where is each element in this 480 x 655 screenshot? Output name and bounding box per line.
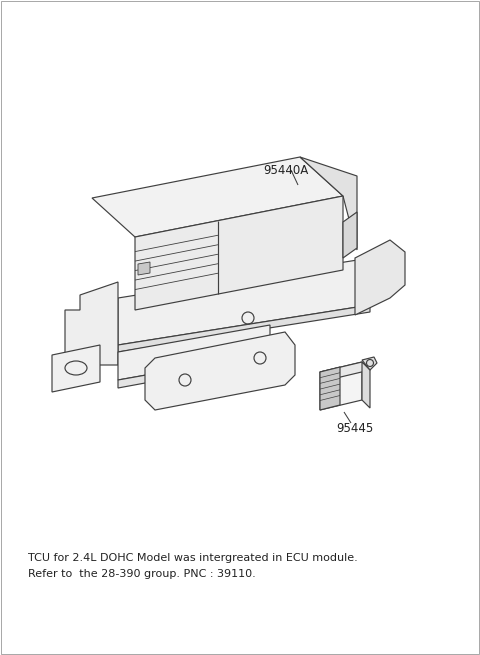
Text: TCU for 2.4L DOHC Model was intergreated in ECU module.: TCU for 2.4L DOHC Model was intergreated… <box>28 553 358 563</box>
Polygon shape <box>370 258 390 305</box>
Text: 95445: 95445 <box>336 422 373 434</box>
Polygon shape <box>355 240 405 315</box>
Polygon shape <box>362 357 377 370</box>
Polygon shape <box>300 157 357 250</box>
Polygon shape <box>92 157 343 237</box>
Polygon shape <box>65 282 118 380</box>
Polygon shape <box>52 345 100 392</box>
Polygon shape <box>343 212 357 258</box>
Text: 95440A: 95440A <box>263 164 308 176</box>
Polygon shape <box>135 196 343 310</box>
Polygon shape <box>320 362 362 410</box>
Polygon shape <box>362 362 370 408</box>
Polygon shape <box>320 367 340 410</box>
Polygon shape <box>138 262 150 275</box>
Polygon shape <box>118 325 270 380</box>
Text: Refer to  the 28-390 group. PNC : 39110.: Refer to the 28-390 group. PNC : 39110. <box>28 569 256 579</box>
Polygon shape <box>145 332 295 410</box>
Polygon shape <box>118 353 270 388</box>
Polygon shape <box>118 305 370 352</box>
Polygon shape <box>320 362 370 380</box>
Polygon shape <box>118 258 390 345</box>
